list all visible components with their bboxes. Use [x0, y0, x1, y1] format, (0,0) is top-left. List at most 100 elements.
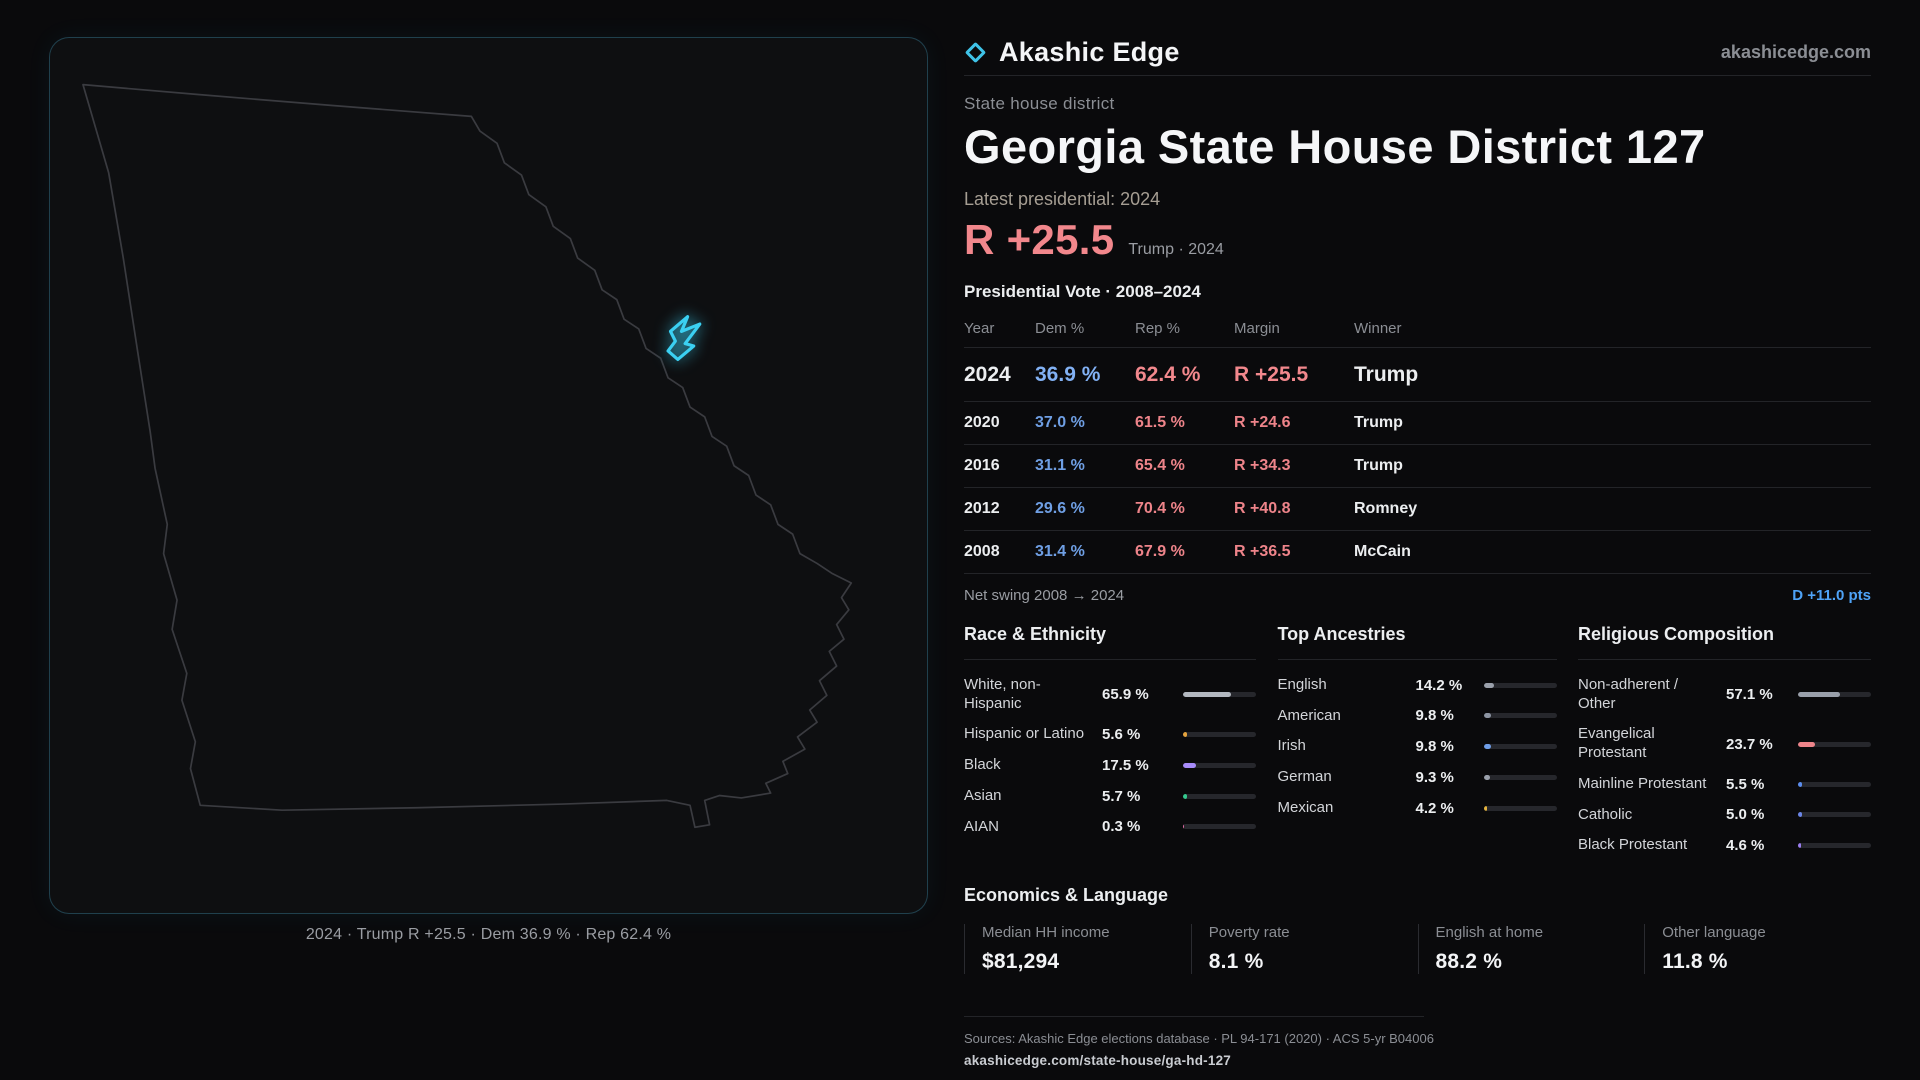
demographic-value: 23.7 % — [1726, 735, 1773, 753]
religious-composition-title: Religious Composition — [1578, 624, 1871, 660]
demographic-bar — [1798, 692, 1871, 697]
demographic-value: 9.8 % — [1415, 707, 1454, 725]
demographic-bar-fill — [1183, 762, 1196, 768]
cell-rep-pct: 70.4 % — [1135, 499, 1185, 517]
col-header-winner: Winner — [1354, 319, 1402, 337]
demographic-label: Mexican — [1277, 798, 1334, 816]
demographic-bar — [1798, 741, 1871, 747]
cell-margin: R +24.6 — [1234, 413, 1291, 431]
economics-stats: Median HH income $81,294 Poverty rate 8.… — [964, 924, 1871, 974]
demographic-bar — [1483, 774, 1557, 780]
demographic-item: Non-adherent / Other 57.1 % — [1578, 670, 1871, 720]
cell-margin: R +34.3 — [1234, 456, 1291, 474]
stat-block: Median HH income $81,294 — [964, 924, 1191, 974]
cell-year: 2008 — [964, 542, 1000, 560]
stat-block: Poverty rate 8.1 % — [1190, 924, 1418, 974]
stat-value: 88.2 % — [1435, 950, 1503, 973]
stat-label: Other language — [1662, 924, 1766, 941]
demographic-item: Mainline Protestant 5.5 % — [1578, 769, 1871, 800]
demographic-bar-fill — [1798, 692, 1840, 697]
report-column: Akashic Edge akashicedge.com State house… — [964, 30, 1871, 1070]
vote-table-row: 2024 36.9 % 62.4 % R +25.5 Trump — [964, 348, 1871, 402]
cell-rep-pct: 61.5 % — [1135, 413, 1185, 431]
stat-value: 11.8 % — [1662, 950, 1728, 973]
demographic-bar — [1183, 793, 1256, 799]
vote-table-header: Year Dem % Rep % Margin Winner — [964, 314, 1871, 348]
cell-year: 2012 — [964, 499, 1000, 517]
top-ancestries-list: English 14.2 % American 9.8 % Irish — [1278, 670, 1557, 824]
cell-winner: McCain — [1354, 542, 1411, 560]
latest-margin-value: R +25.5 — [964, 215, 1115, 263]
col-header-margin: Margin — [1234, 319, 1280, 337]
cell-winner: Trump — [1354, 362, 1419, 386]
vote-table-row: 2016 31.1 % 65.4 % R +34.3 Trump — [964, 445, 1871, 488]
demographic-label: Mainline Protestant — [1578, 774, 1707, 792]
demographic-bar-fill — [1483, 713, 1491, 719]
demographic-bar — [1183, 824, 1256, 830]
demographic-label: White, non-Hispanic — [964, 675, 1041, 712]
demographic-item: German 9.3 % — [1278, 762, 1557, 793]
cell-year: 2020 — [964, 413, 1000, 431]
demographic-bar — [1183, 762, 1256, 768]
stat-label: Median HH income — [982, 924, 1110, 941]
race-ethnicity-column: Race & Ethnicity White, non-Hispanic 65.… — [964, 624, 1256, 861]
footer-divider — [964, 1016, 1424, 1017]
vote-table-title: Presidential Vote · 2008–2024 — [964, 281, 1201, 301]
stat-label: Poverty rate — [1208, 924, 1290, 941]
vote-table-row: 2020 37.0 % 61.5 % R +24.6 Trump — [964, 402, 1871, 445]
demographic-value: 17.5 % — [1102, 756, 1149, 774]
district-map-panel — [49, 37, 928, 914]
demographic-label: Hispanic or Latino — [964, 725, 1085, 743]
demographics-section: Race & Ethnicity White, non-Hispanic 65.… — [964, 624, 1871, 861]
georgia-state-outline — [82, 83, 853, 829]
cell-dem-pct: 37.0 % — [1035, 413, 1085, 431]
stat-label: English at home — [1435, 924, 1544, 941]
district-127-shape — [666, 315, 702, 362]
cell-margin: R +40.8 — [1234, 499, 1291, 517]
permalink[interactable]: akashicedge.com/state-house/ga-hd-127 — [964, 1053, 1231, 1068]
cell-year: 2024 — [964, 362, 1011, 386]
demographic-value: 4.2 % — [1415, 799, 1454, 817]
demographic-label: Irish — [1277, 737, 1306, 755]
sources-text: Sources: Akashic Edge elections database… — [964, 1031, 1434, 1046]
demographic-label: Black Protestant — [1578, 836, 1688, 854]
col-header-dem: Dem % — [1035, 319, 1085, 337]
demographic-value: 5.0 % — [1726, 806, 1765, 824]
demographic-bar — [1183, 692, 1256, 697]
cell-rep-pct: 65.4 % — [1135, 456, 1185, 474]
demographic-bar — [1483, 805, 1557, 811]
cell-rep-pct: 62.4 % — [1135, 362, 1201, 386]
stat-block: English at home 88.2 % — [1417, 924, 1645, 974]
demographic-item: White, non-Hispanic 65.9 % — [964, 670, 1256, 720]
top-ancestries-column: Top Ancestries English 14.2 % American 9… — [1277, 624, 1557, 861]
site-link[interactable]: akashicedge.com — [1720, 42, 1871, 62]
race-ethnicity-title: Race & Ethnicity — [964, 624, 1256, 660]
economics-title: Economics & Language — [964, 885, 1169, 905]
demographic-value: 0.3 % — [1102, 818, 1141, 836]
religious-composition-column: Religious Composition Non-adherent / Oth… — [1578, 624, 1871, 861]
georgia-map — [82, 83, 853, 829]
net-swing-value: D +11.0 pts — [1792, 586, 1871, 604]
demographic-item: Catholic 5.0 % — [1578, 800, 1871, 831]
demographic-item: Black 17.5 % — [964, 750, 1256, 781]
top-ancestries-title: Top Ancestries — [1277, 624, 1557, 660]
demographic-label: English — [1277, 675, 1327, 693]
stat-value: 8.1 % — [1208, 950, 1264, 973]
demographic-bar — [1483, 713, 1557, 719]
demographic-bar-fill — [1483, 682, 1494, 688]
demographic-label: Asian — [964, 786, 1002, 804]
latest-margin-row: R +25.5 Trump · 2024 — [964, 216, 1871, 264]
demographic-item: English 14.2 % — [1278, 670, 1557, 701]
demographic-value: 9.3 % — [1415, 768, 1454, 786]
cell-rep-pct: 67.9 % — [1135, 542, 1185, 560]
net-swing-label: Net swing 2008 → 2024 — [964, 586, 1125, 604]
demographic-value: 5.7 % — [1102, 787, 1141, 805]
demographic-bar — [1483, 682, 1557, 688]
demographic-label: Evangelical Protestant — [1578, 725, 1655, 761]
demographic-value: 5.6 % — [1102, 726, 1141, 744]
cell-margin: R +25.5 — [1234, 362, 1309, 386]
demographic-label: AIAN — [964, 817, 1000, 835]
demographic-label: Catholic — [1578, 805, 1633, 823]
stat-block: Other language 11.8 % — [1644, 924, 1871, 974]
demographic-item: Asian 5.7 % — [964, 781, 1256, 812]
